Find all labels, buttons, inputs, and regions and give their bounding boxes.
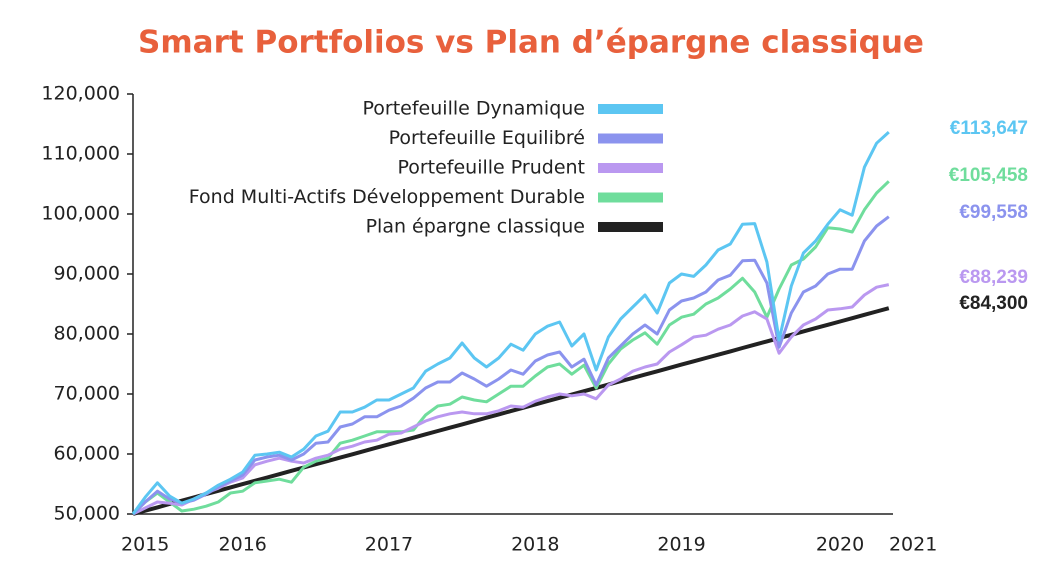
end-label: €84,300	[959, 293, 1028, 314]
legend-label: Plan épargne classique	[366, 216, 585, 238]
y-tick-label: 120,000	[41, 83, 120, 105]
series-line	[132, 306, 890, 516]
end-label: €88,239	[959, 267, 1028, 288]
y-tick-label: 70,000	[54, 383, 120, 405]
series-line	[132, 283, 890, 516]
legend-label: Portefeuille Prudent	[397, 157, 585, 179]
end-label: €113,647	[950, 118, 1028, 139]
legend-swatch	[598, 222, 663, 232]
legend-label: Portefeuille Dynamique	[363, 98, 585, 120]
x-tick-label: 2015	[121, 534, 169, 556]
x-tick-label: 2016	[219, 534, 267, 556]
end-label: €105,458	[949, 165, 1028, 186]
x-tick-label: 2018	[511, 534, 559, 556]
legend-label: Portefeuille Equilibré	[389, 127, 585, 149]
y-tick-label: 90,000	[54, 263, 120, 285]
y-tick-label: 100,000	[41, 203, 120, 225]
x-tick-label: 2017	[365, 534, 413, 556]
y-tick-label: 110,000	[41, 143, 120, 165]
legend-swatch	[598, 163, 663, 173]
x-tick-label: 2021	[889, 534, 937, 556]
x-tick-label: 2019	[657, 534, 705, 556]
series-line	[131, 130, 890, 515]
y-tick-label: 80,000	[54, 323, 120, 345]
chart-title: Smart Portfolios vs Plan d’épargne class…	[138, 25, 924, 61]
series-line	[131, 215, 890, 516]
y-tick-label: 60,000	[54, 443, 120, 465]
y-tick-label: 50,000	[54, 503, 120, 525]
end-label: €99,558	[959, 202, 1028, 223]
legend-swatch	[598, 192, 663, 203]
series-line	[131, 180, 890, 516]
legend-swatch	[598, 104, 663, 114]
legend-swatch	[598, 133, 663, 144]
x-tick-label: 2020	[816, 534, 864, 556]
legend-label: Fond Multi-Actifs Développement Durable	[189, 186, 585, 208]
